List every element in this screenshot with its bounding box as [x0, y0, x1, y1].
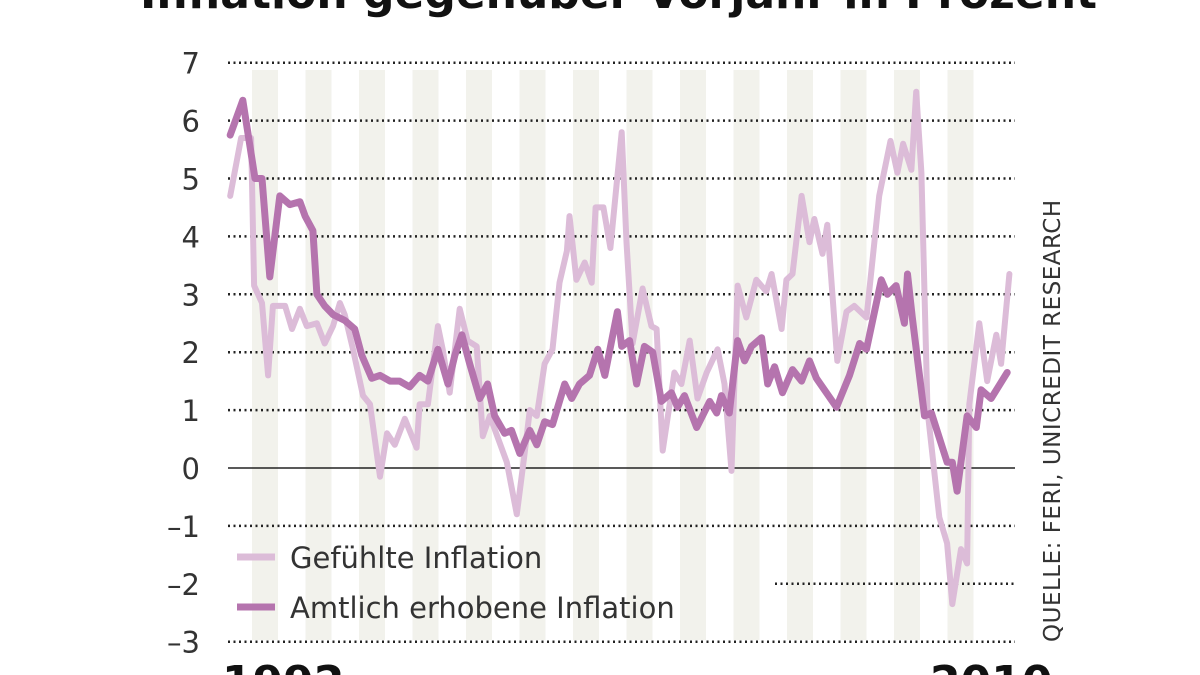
y-tick-label: 7: [182, 47, 200, 81]
y-tick-label: 2: [182, 336, 200, 370]
y-tick-label: –2: [167, 568, 200, 602]
y-tick-label: 0: [182, 452, 200, 486]
y-axis-tick-labels: 7 6 5 4 3 2 1 0 –1 –2 –3: [167, 47, 200, 660]
background-stripe: [787, 70, 813, 640]
y-tick-label: 3: [182, 278, 200, 312]
chart-title: Inflation gegenüber Vorjahr in Prozent: [140, 0, 1097, 19]
y-tick-label: 4: [182, 220, 200, 254]
y-tick-label: –1: [167, 510, 200, 544]
series-lines: [226, 88, 1013, 608]
legend: Gefühlte Inflation Amtlich erhobene Infl…: [237, 541, 675, 625]
y-tick-label: 5: [182, 163, 200, 197]
x-tick-label-start: 1992: [222, 657, 344, 675]
background-stripe: [519, 70, 546, 640]
y-tick-label: 6: [182, 105, 200, 139]
x-tick-label-end: 2010: [930, 657, 1052, 675]
series-line-amtliche-inflation: [226, 96, 1011, 495]
legend-label-amtlich: Amtlich erhobene Inflation: [290, 591, 675, 625]
source-note: QUELLE: FERI, UNICREDIT RESEARCH: [1040, 199, 1066, 642]
y-tick-label: –3: [167, 626, 200, 660]
y-tick-label: 1: [182, 394, 200, 428]
series-line-gefuehlte-inflation: [227, 88, 1013, 608]
background-stripe: [305, 70, 332, 640]
legend-label-gefuehlte: Gefühlte Inflation: [290, 541, 542, 575]
